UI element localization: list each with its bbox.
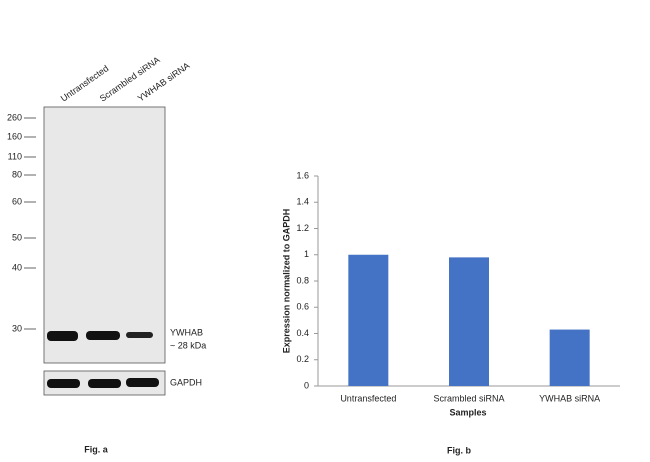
y-axis-title: Expression normalized to GAPDH [281,209,291,354]
marker-label: 60 [12,196,22,206]
marker-label: 80 [12,169,22,179]
y-tick-label: 0.2 [296,354,309,364]
y-tick-label: 1.2 [296,223,309,233]
x-tick-label: Scrambled siRNA [433,393,504,403]
lane-label: Scrambled siRNA [98,55,162,104]
y-tick-label: 0.6 [296,302,309,312]
marker-label: 110 [8,151,22,161]
bar [449,257,489,386]
band [88,379,121,388]
y-tick-label: 1.6 [296,170,309,180]
y-tick-label: 0 [304,380,309,390]
bar [348,254,389,386]
marker-label: 160 [7,131,22,141]
caption: Fig. b [447,445,471,455]
band [47,331,78,341]
blot-panel [43,106,166,364]
x-axis-title: Samples [449,407,486,417]
y-tick-label: 0.4 [296,328,309,338]
band-label: ~ 28 kDa [170,340,206,350]
band [47,379,80,388]
band [86,331,120,340]
y-tick-label: 1 [304,249,309,259]
y-tick-label: 1.4 [296,197,309,207]
band [126,332,153,338]
bar [549,329,590,386]
marker-label: 40 [12,262,22,272]
marker-label: 50 [12,232,22,242]
marker-label: 260 [7,112,22,122]
caption: Fig. a [84,444,108,454]
band-label: YWHAB [170,327,203,337]
marker-label: 30 [12,323,22,333]
band-label: GAPDH [170,377,202,387]
x-tick-label: YWHAB siRNA [539,393,600,403]
x-tick-label: Untransfected [340,393,396,403]
band [126,378,159,387]
y-tick-label: 0.8 [296,275,309,285]
